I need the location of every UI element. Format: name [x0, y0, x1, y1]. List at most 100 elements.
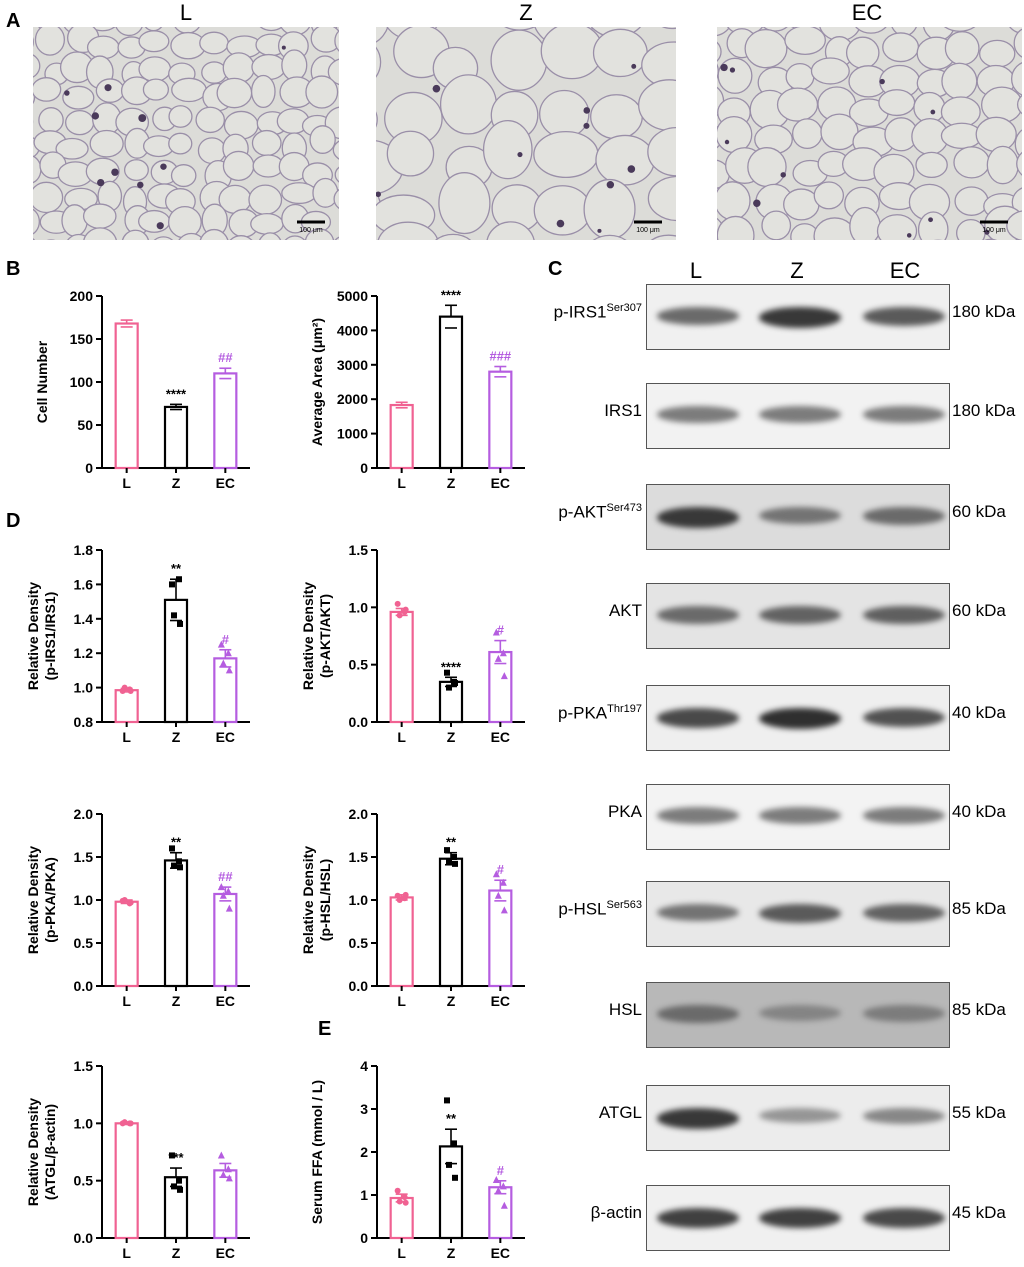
y-axis-label: Relative Density(p-AKT/AKT): [300, 582, 333, 690]
adipocyte: [334, 166, 339, 183]
chart-average-area: Average Area (μm²) 0 1000 2000 3000 4000 5000 L…: [285, 282, 535, 492]
blot-band: [657, 507, 739, 528]
y-tick-label: 50: [77, 417, 93, 433]
blot-band: [759, 1108, 841, 1123]
blot-membrane: [646, 484, 950, 550]
panel-label-d: D: [6, 510, 21, 532]
data-point: [444, 1097, 450, 1104]
data-point: [452, 680, 458, 687]
nucleus: [160, 163, 167, 170]
blot-kda-label: 85 kDa: [952, 1000, 1006, 1019]
bar: [114, 900, 139, 988]
adipocyte: [332, 140, 339, 160]
data-point: [500, 1201, 508, 1209]
protein-name: HSL: [608, 1000, 642, 1019]
y-tick-label: 1.5: [349, 849, 369, 865]
adipocyte: [482, 119, 533, 180]
adipocyte: [1016, 151, 1022, 176]
adipocyte: [229, 235, 253, 240]
y-tick-label: 1.0: [74, 892, 94, 908]
adipocyte: [439, 74, 497, 135]
blot-membrane: [646, 383, 950, 449]
adipocyte: [791, 118, 823, 150]
x-tick-label: EC: [491, 729, 510, 745]
data-point: [494, 891, 502, 899]
y-tick-label: 0.0: [349, 714, 369, 730]
histology-image-ec: 100 μm: [717, 27, 1022, 240]
adipocyte: [376, 111, 378, 128]
y-tick-label: 1.5: [74, 1058, 94, 1074]
nucleus: [156, 222, 164, 230]
panel-label-e: E: [318, 1018, 332, 1040]
adipocyte: [121, 229, 150, 240]
y-axis-label-line: Serum FFA (mmol / L): [309, 1080, 325, 1224]
nucleus: [631, 63, 637, 69]
y-tick-label: 0.0: [74, 978, 94, 994]
blot-band: [863, 406, 945, 423]
nucleus: [753, 199, 761, 207]
blot-band: [863, 904, 945, 922]
x-tick-label: Z: [447, 993, 456, 1009]
data-point: [176, 1177, 182, 1184]
nucleus: [879, 78, 885, 85]
adipocyte: [744, 28, 788, 69]
data-point: [177, 864, 183, 871]
blot-band: [863, 606, 945, 625]
adipocyte: [199, 228, 229, 240]
y-axis-label-line: (ATGL/β-actin): [42, 1104, 58, 1200]
adipocyte: [944, 31, 980, 66]
bar: [438, 315, 464, 470]
x-tick-label: L: [397, 993, 406, 1009]
adipocyte: [650, 234, 676, 240]
blot-row: β-actin 45 kDa: [548, 1185, 1022, 1251]
chart-serum-ffa: Serum FFA (mmol / L) 0 1 2 3 4 L ** Z # EC: [285, 1052, 535, 1262]
adipocyte: [62, 85, 95, 110]
data-point: [499, 878, 507, 886]
y-tick-label: 1.0: [349, 892, 369, 908]
blot-band: [759, 307, 841, 328]
nucleus: [64, 90, 70, 96]
y-tick-label: 1.5: [74, 849, 94, 865]
blot-kda-label: 180 kDa: [952, 302, 1016, 321]
y-tick-label: 1000: [337, 426, 368, 442]
adipocyte: [592, 28, 648, 78]
blot-band: [657, 807, 739, 824]
y-tick-label: 0: [360, 460, 368, 476]
blot-band: [657, 1108, 739, 1129]
data-point: [217, 640, 225, 648]
protein-name: p-IRS1: [553, 302, 607, 322]
protein-name: PKA: [607, 802, 642, 821]
adipocyte: [281, 182, 318, 205]
adipocyte: [717, 215, 755, 240]
nucleus: [729, 67, 736, 73]
blot-membrane: [646, 1085, 950, 1151]
adipocyte: [941, 62, 978, 100]
adipocyte: [123, 159, 149, 182]
blot-kda-label: 45 kDa: [952, 1203, 1006, 1222]
y-axis-label: Average Area (μm²): [309, 318, 325, 446]
blot-header-z: Z: [790, 258, 804, 283]
blot-membrane: [646, 284, 950, 350]
adipocyte: [490, 29, 548, 91]
adipocyte: [820, 113, 859, 151]
phospho-site: Ser473: [606, 502, 642, 514]
adipocyte: [940, 96, 981, 128]
adipocyte: [376, 27, 389, 43]
y-tick-label: 0.5: [349, 657, 369, 673]
y-tick-label: 0.5: [349, 935, 369, 951]
data-point: [225, 904, 233, 912]
adipocyte: [784, 27, 826, 56]
blot-band: [759, 406, 841, 423]
bar: [163, 859, 189, 988]
nucleus: [517, 151, 523, 158]
adipocyte: [776, 87, 819, 122]
adipocyte: [310, 27, 339, 53]
y-tick-label: 0.5: [74, 935, 94, 951]
adipocyte: [783, 188, 820, 221]
phospho-site: Ser307: [606, 302, 642, 314]
blot-band: [657, 904, 739, 921]
adipocyte: [55, 137, 89, 160]
blot-row: p-AKTSer473 60 kDa: [548, 484, 1022, 550]
data-point: [171, 612, 177, 619]
data-point: [401, 1194, 408, 1201]
